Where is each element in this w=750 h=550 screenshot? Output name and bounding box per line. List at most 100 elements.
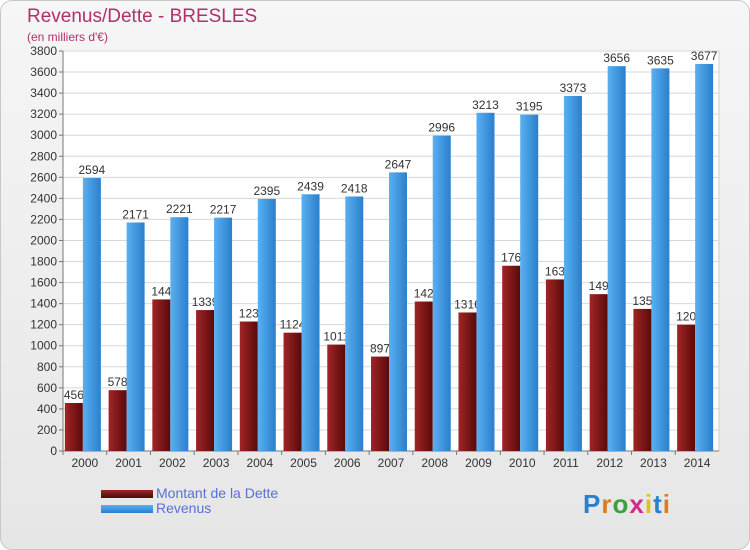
data-label-revenus: 2395 [253, 184, 280, 198]
data-label-dette: 1316 [454, 297, 481, 311]
bar-revenus [170, 217, 189, 451]
data-label-dette: 163 [545, 264, 565, 278]
x-tick-label: 2009 [465, 456, 492, 470]
data-label-dette: 123 [239, 307, 259, 321]
data-label-revenus: 2171 [122, 207, 149, 221]
proxiti-logo: Proxiti [583, 489, 671, 520]
bar-dette [64, 403, 83, 451]
x-tick-label: 2007 [378, 456, 405, 470]
y-tick-label: 2800 [30, 149, 57, 163]
bar-dette [589, 294, 608, 451]
bar-revenus [476, 112, 495, 451]
y-tick-label: 2400 [30, 191, 57, 205]
data-label-revenus: 3195 [516, 100, 543, 114]
bar-dette [502, 265, 521, 451]
bar-dette [152, 299, 171, 451]
bar-revenus [126, 222, 145, 451]
bar-revenus [651, 68, 670, 452]
legend-label-dette: Montant de la Dette [156, 485, 279, 501]
logo-letter: r [601, 489, 613, 519]
bar-revenus [695, 63, 714, 452]
y-tick-label: 3400 [30, 86, 57, 100]
bar-dette [327, 344, 346, 451]
y-tick-label: 1600 [30, 276, 57, 290]
x-tick-label: 2006 [334, 456, 361, 470]
bar-revenus [82, 177, 101, 451]
data-label-dette: 144 [151, 284, 171, 298]
bar-dette [677, 324, 696, 451]
data-label-dette: 456 [64, 388, 84, 402]
bar-revenus [389, 172, 407, 452]
logo-letter: o [612, 489, 630, 519]
chart-subtitle: (en milliers d'€) [27, 30, 108, 44]
bar-dette [414, 301, 433, 451]
bar-dette [633, 308, 652, 451]
y-tick-label: 1800 [30, 255, 57, 269]
bar-dette [239, 321, 258, 451]
data-label-revenus: 2594 [79, 163, 106, 177]
data-label-dette: 1339 [192, 295, 219, 309]
x-tick-label: 2003 [203, 456, 230, 470]
y-tick-label: 1000 [30, 339, 57, 353]
y-tick-label: 3200 [30, 107, 57, 121]
logo-letter: t [653, 489, 663, 519]
bar-revenus [257, 198, 276, 451]
data-label-revenus: 2439 [297, 179, 324, 193]
x-tick-label: 2008 [421, 456, 448, 470]
logo-letter: P [583, 489, 602, 519]
y-tick-label: 600 [37, 381, 57, 395]
y-tick-label: 0 [50, 444, 57, 458]
bar-revenus [520, 114, 539, 452]
x-tick-label: 2012 [596, 456, 623, 470]
bar-revenus [345, 196, 364, 451]
data-label-dette: 135 [632, 294, 652, 308]
data-label-dette: 1124 [280, 318, 306, 332]
data-label-dette: 897 [370, 342, 390, 356]
bar-revenus [301, 194, 320, 451]
data-label-revenus: 3656 [603, 51, 630, 65]
legend-swatch-dette [101, 490, 153, 498]
data-label-revenus: 3677 [691, 49, 718, 63]
bar-dette [371, 356, 389, 451]
bar-dette [196, 310, 215, 451]
x-tick-label: 2000 [72, 456, 99, 470]
data-label-revenus: 3635 [647, 53, 674, 67]
bar-revenus [563, 95, 582, 452]
y-tick-label: 1400 [30, 297, 57, 311]
y-tick-label: 3000 [30, 128, 57, 142]
y-tick-label: 3600 [30, 65, 57, 79]
y-tick-label: 800 [37, 360, 57, 374]
legend-swatch-revenus [101, 505, 153, 513]
logo-letter: x [629, 489, 645, 519]
x-tick-label: 2013 [640, 456, 667, 470]
bar-dette [458, 312, 477, 451]
x-tick-label: 2005 [290, 456, 317, 470]
y-tick-label: 400 [37, 402, 57, 416]
data-label-dette: 578 [108, 375, 128, 389]
x-tick-label: 2014 [684, 456, 711, 470]
y-tick-label: 2600 [30, 170, 57, 184]
data-label-revenus: 2418 [341, 181, 368, 195]
data-label-revenus: 2647 [385, 157, 412, 171]
bar-dette [283, 332, 302, 451]
x-tick-label: 2002 [159, 456, 186, 470]
data-label-revenus: 2221 [166, 202, 193, 216]
data-label-dette: 1011 [323, 330, 349, 344]
bar-revenus [214, 217, 233, 451]
bar-revenus [432, 135, 451, 451]
x-tick-label: 2004 [246, 456, 273, 470]
y-tick-label: 200 [37, 423, 57, 437]
data-label-dette: 149 [589, 279, 609, 293]
chart-title: Revenus/Dette - BRESLES [27, 6, 258, 27]
data-label-revenus: 3213 [472, 98, 499, 112]
y-tick-label: 2000 [30, 233, 57, 247]
logo-letter: i [662, 489, 671, 519]
x-tick-label: 2010 [509, 456, 536, 470]
data-label-revenus: 2217 [210, 203, 237, 217]
legend-label-revenus: Revenus [156, 500, 212, 516]
y-tick-label: 3800 [30, 44, 57, 58]
x-tick-label: 2001 [115, 456, 142, 470]
bar-dette [108, 390, 127, 451]
bar-revenus [607, 66, 626, 451]
